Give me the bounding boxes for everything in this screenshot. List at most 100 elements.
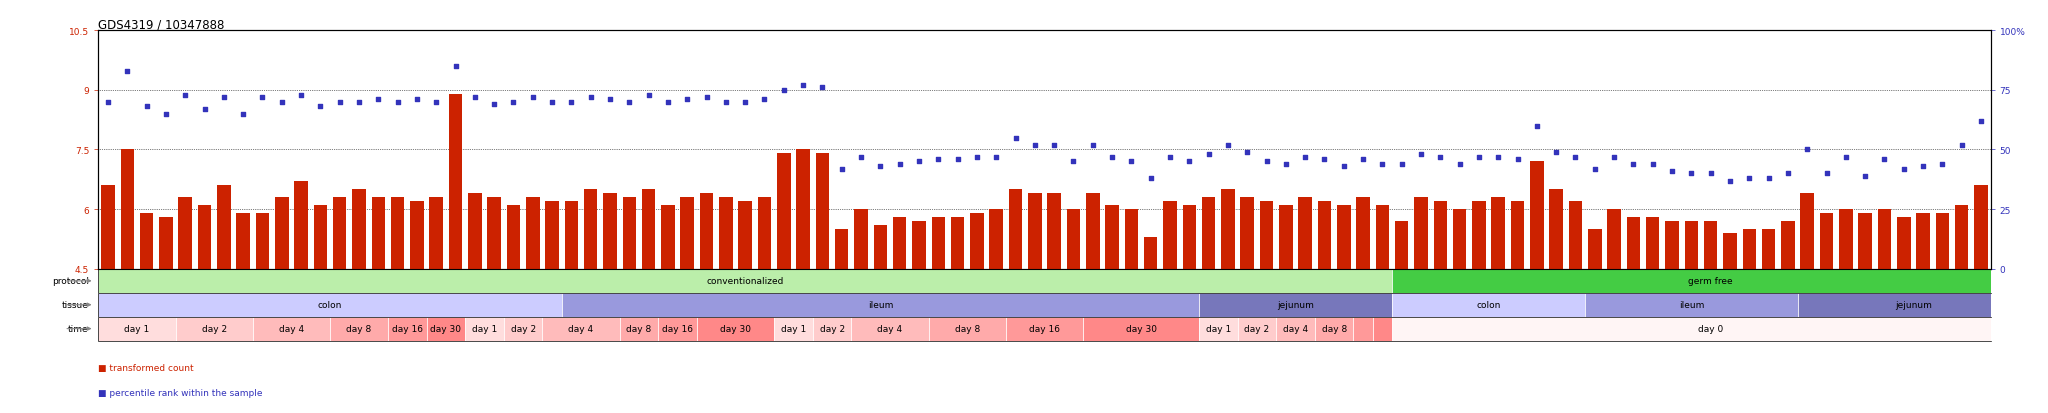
Point xyxy=(324,99,356,106)
Point xyxy=(168,92,201,99)
Point xyxy=(1636,161,1669,168)
Bar xyxy=(1202,198,1214,269)
Point xyxy=(498,99,530,106)
Bar xyxy=(1198,317,1237,341)
Bar xyxy=(121,150,133,269)
Point xyxy=(1559,154,1591,161)
Bar xyxy=(1491,198,1505,269)
Point xyxy=(1444,161,1477,168)
Point xyxy=(342,99,375,106)
Point xyxy=(690,95,723,101)
Point xyxy=(1810,171,1843,177)
Point xyxy=(1925,161,1958,168)
Bar xyxy=(1569,202,1583,269)
Point xyxy=(1483,154,1516,161)
Bar xyxy=(160,218,172,269)
Text: GDS4319 / 10347888: GDS4319 / 10347888 xyxy=(98,18,225,31)
Point xyxy=(1192,152,1225,158)
Text: tissue: tissue xyxy=(61,301,88,309)
Point xyxy=(1946,142,1978,149)
Bar xyxy=(623,198,637,269)
Bar xyxy=(584,190,598,269)
Bar xyxy=(1298,198,1313,269)
Bar xyxy=(1106,206,1118,269)
Bar xyxy=(1647,218,1659,269)
Bar xyxy=(1821,214,1833,269)
Text: day 16: day 16 xyxy=(391,324,422,333)
Point xyxy=(594,97,627,103)
Point xyxy=(420,99,453,106)
Point xyxy=(1675,171,1708,177)
Bar xyxy=(565,202,578,269)
Text: day 30: day 30 xyxy=(430,324,461,333)
Bar xyxy=(526,198,539,269)
Bar xyxy=(621,317,657,341)
Bar xyxy=(1530,162,1544,269)
Bar xyxy=(641,190,655,269)
Point xyxy=(1231,149,1264,156)
Bar xyxy=(662,206,674,269)
Bar xyxy=(1434,202,1448,269)
Point xyxy=(1540,149,1573,156)
Point xyxy=(1597,154,1630,161)
Text: ■ transformed count: ■ transformed count xyxy=(98,363,195,373)
Text: day 8: day 8 xyxy=(954,324,979,333)
Bar xyxy=(1376,206,1389,269)
Text: day 30: day 30 xyxy=(1126,324,1157,333)
Bar xyxy=(504,317,543,341)
Point xyxy=(748,97,780,103)
Text: protocol: protocol xyxy=(51,277,88,286)
Bar xyxy=(487,198,502,269)
Point xyxy=(807,85,840,91)
Bar xyxy=(252,317,330,341)
Text: day 8: day 8 xyxy=(1321,324,1348,333)
Bar xyxy=(657,317,696,341)
Text: day 8: day 8 xyxy=(627,324,651,333)
Point xyxy=(883,161,915,168)
Bar xyxy=(139,214,154,269)
Bar xyxy=(1686,222,1698,269)
Point xyxy=(1520,123,1552,130)
Point xyxy=(1057,159,1090,165)
Point xyxy=(1423,154,1456,161)
Text: day 2: day 2 xyxy=(819,324,844,333)
Point xyxy=(207,95,240,101)
Text: day 30: day 30 xyxy=(721,324,752,333)
Point xyxy=(1790,147,1823,153)
Bar xyxy=(874,225,887,269)
Point xyxy=(1714,178,1747,184)
Bar xyxy=(387,317,426,341)
Point xyxy=(150,111,182,118)
Point xyxy=(1096,154,1128,161)
Text: day 4: day 4 xyxy=(1282,324,1309,333)
Point xyxy=(537,99,569,106)
Text: day 2: day 2 xyxy=(1245,324,1270,333)
Bar xyxy=(1083,317,1198,341)
Bar xyxy=(1163,202,1178,269)
Point xyxy=(1327,164,1360,170)
Bar xyxy=(236,214,250,269)
Text: day 1: day 1 xyxy=(1206,324,1231,333)
Bar xyxy=(1665,222,1679,269)
Text: day 2: day 2 xyxy=(201,324,227,333)
Point xyxy=(672,97,705,103)
Bar xyxy=(776,154,791,269)
Bar xyxy=(176,317,252,341)
Point xyxy=(709,99,741,106)
Bar xyxy=(1354,317,1372,341)
Bar xyxy=(1587,230,1602,269)
Bar xyxy=(1085,194,1100,269)
Bar xyxy=(1337,206,1350,269)
Bar xyxy=(774,317,813,341)
Bar xyxy=(1393,317,2030,341)
Text: day 0: day 0 xyxy=(1698,324,1722,333)
Bar xyxy=(1608,210,1620,269)
Point xyxy=(285,92,317,99)
Bar xyxy=(1317,202,1331,269)
Bar xyxy=(98,269,1393,293)
Bar xyxy=(1010,190,1022,269)
Bar xyxy=(1182,206,1196,269)
Bar xyxy=(1956,206,1968,269)
Point xyxy=(1288,154,1321,161)
Bar xyxy=(989,210,1004,269)
